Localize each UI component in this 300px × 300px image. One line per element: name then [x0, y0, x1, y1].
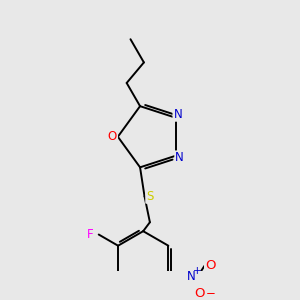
Text: O: O	[108, 130, 117, 143]
Text: N: N	[187, 271, 196, 284]
Text: −: −	[206, 287, 216, 300]
Text: F: F	[87, 228, 94, 241]
Text: S: S	[146, 190, 154, 203]
Text: O: O	[205, 259, 216, 272]
Text: N: N	[173, 108, 182, 121]
Text: O: O	[194, 287, 205, 300]
Text: +: +	[193, 266, 202, 276]
Text: N: N	[175, 152, 184, 164]
